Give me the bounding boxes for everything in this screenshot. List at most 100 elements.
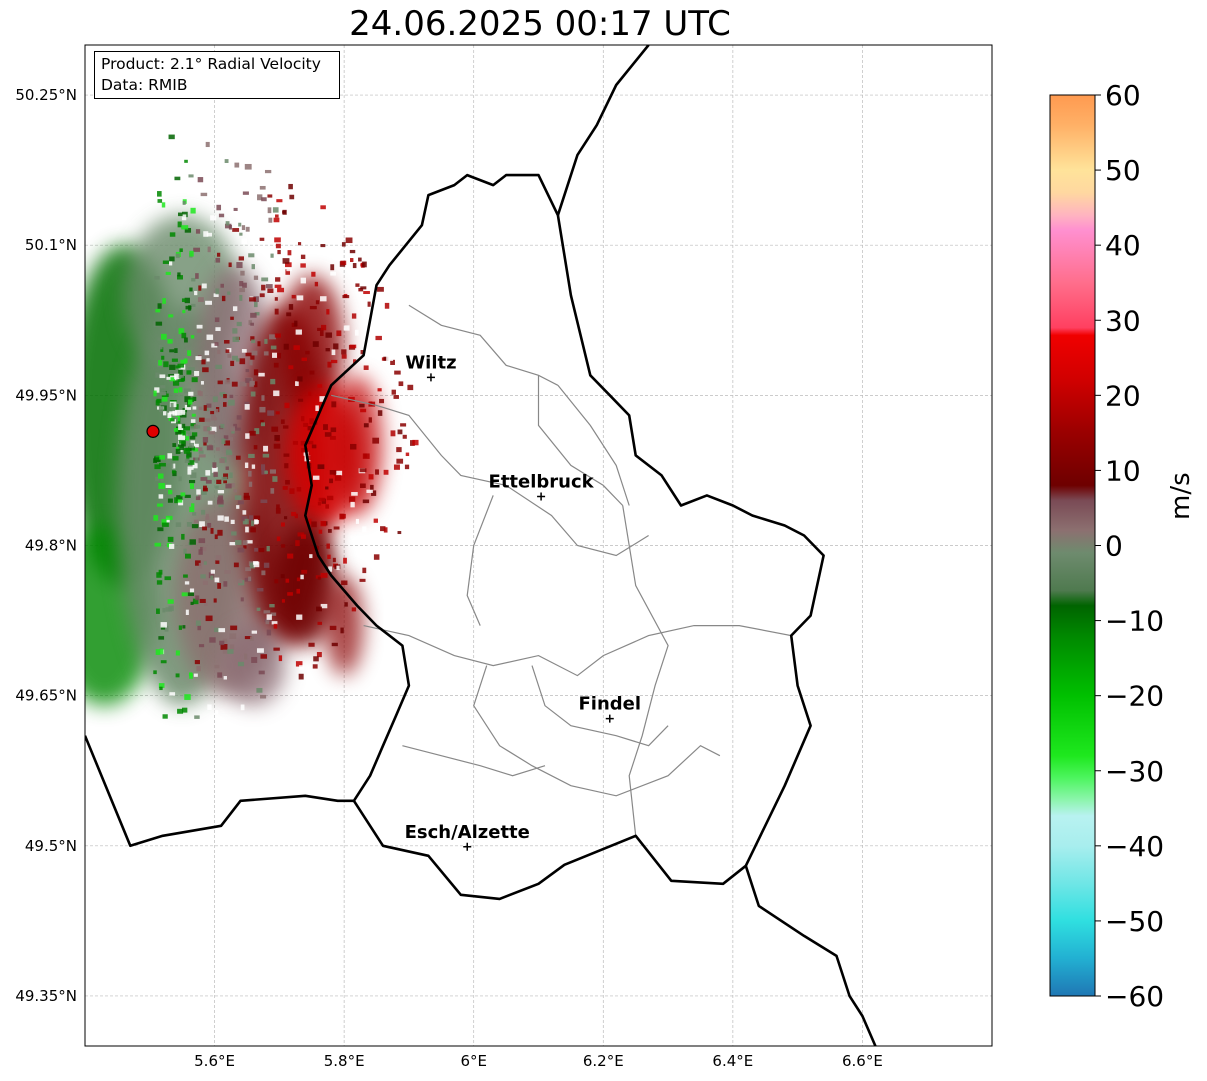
echo-pixel	[205, 470, 211, 476]
echo-pixel	[156, 572, 162, 578]
echo-pixel	[258, 670, 265, 675]
echo-pixel	[336, 565, 340, 570]
echo-pixel	[199, 417, 205, 422]
echo-pixel	[249, 381, 254, 387]
echo-pixel	[168, 489, 173, 495]
echo-pixel	[362, 261, 367, 268]
echo-pixel	[172, 470, 177, 477]
echo-pixel	[218, 503, 224, 508]
echo-pixel	[225, 221, 230, 226]
echo-pixel	[161, 202, 166, 208]
echo-pixel	[196, 447, 203, 451]
echo-pixel	[245, 226, 250, 232]
echo-pixel	[383, 527, 388, 533]
echo-pixel	[330, 264, 335, 271]
echo-pixel	[230, 519, 235, 525]
echo-pixel	[260, 499, 268, 504]
echo-pixel	[277, 352, 282, 359]
echo-pixel	[285, 578, 290, 583]
echo-pixel	[362, 499, 370, 504]
echo-pixel	[220, 643, 228, 650]
echo-pixel	[393, 464, 400, 470]
city-markers: Wiltz Ettelbruck Findel Esch/Alzette	[405, 352, 641, 851]
echo-pixel	[318, 529, 323, 534]
echo-pixel	[325, 486, 329, 490]
echo-pixel	[195, 356, 202, 361]
echo-pixel	[319, 331, 324, 337]
echo-pixel	[192, 462, 198, 469]
echo-pixel	[159, 462, 166, 467]
echo-pixel	[223, 435, 229, 440]
echo-pixel	[195, 273, 199, 279]
echo-pixel	[156, 608, 160, 614]
echo-pixel	[214, 577, 220, 583]
echo-pixel	[160, 660, 167, 664]
echo-pixel	[185, 609, 189, 615]
echo-pixel	[300, 416, 305, 422]
echo-pixel	[296, 577, 301, 582]
echo-pixel	[355, 283, 360, 287]
echo-pixel	[194, 715, 200, 719]
echo-pixel	[210, 569, 215, 574]
echo-pixel	[249, 430, 256, 436]
echo-pixel	[239, 232, 243, 236]
echo-pixel	[317, 621, 323, 625]
echo-pixel	[218, 495, 224, 502]
echo-pixel	[215, 555, 222, 561]
echo-pixel	[158, 683, 165, 688]
echo-pixel	[237, 578, 243, 584]
echo-pixel	[375, 469, 379, 475]
echo-pixel	[231, 381, 238, 387]
echo-pixel	[270, 345, 277, 350]
canton-border	[331, 394, 649, 557]
echo-pixel	[240, 597, 244, 602]
echo-pixel	[233, 562, 239, 568]
echo-pixel	[169, 256, 175, 262]
echo-pixel	[198, 644, 205, 648]
echo-pixel	[223, 163, 230, 168]
echo-pixel	[217, 499, 224, 505]
echo-pixel	[253, 369, 259, 376]
echo-pixel	[289, 488, 295, 494]
echo-pixel	[253, 561, 260, 568]
echo-pixel	[175, 404, 179, 410]
echo-pixel	[236, 505, 240, 509]
echo-pixel	[275, 411, 280, 415]
echo-pixel	[393, 395, 399, 399]
echo-pixel	[330, 271, 337, 276]
echo-pixel	[204, 418, 211, 422]
echo-pixel	[196, 666, 201, 672]
echo-pixel	[180, 492, 186, 497]
echo-pixel	[273, 390, 280, 397]
lat-tick-label: 49.65°N	[15, 687, 77, 705]
echo-pixel	[177, 221, 182, 228]
echo-pixel	[230, 316, 234, 320]
lon-tick-label: 5.6°E	[194, 1052, 235, 1070]
echo-pixel	[326, 543, 330, 549]
echo-pixel	[200, 477, 208, 481]
data-source-label: Data: RMIB	[101, 76, 188, 94]
echo-pixel	[172, 443, 177, 447]
echo-pixel	[285, 262, 292, 268]
echo-pixel	[211, 467, 218, 473]
echo-pixel	[351, 492, 358, 496]
echo-pixel	[312, 475, 320, 480]
echo-pixel	[280, 522, 285, 527]
echo-pixel	[250, 336, 255, 341]
echo-pixel	[350, 443, 357, 450]
info-box: Product: 2.1° Radial Velocity Data: RMIB	[94, 51, 340, 99]
echo-pixel	[198, 538, 206, 544]
echo-pixel	[187, 350, 192, 356]
echo-pixel	[231, 531, 237, 536]
echo-pixel	[341, 242, 346, 247]
echo-pixel	[287, 250, 292, 256]
echo-pixel	[296, 295, 304, 301]
echo-pixel	[232, 355, 238, 361]
echo-pixel	[200, 546, 204, 551]
city-label: Findel	[578, 694, 641, 715]
echo-pixel	[200, 560, 207, 565]
echo-pixel	[235, 427, 241, 431]
echo-pixel	[163, 361, 169, 368]
colorbar-tick-label: −60	[1105, 980, 1164, 1013]
echo-pixel	[239, 294, 243, 301]
